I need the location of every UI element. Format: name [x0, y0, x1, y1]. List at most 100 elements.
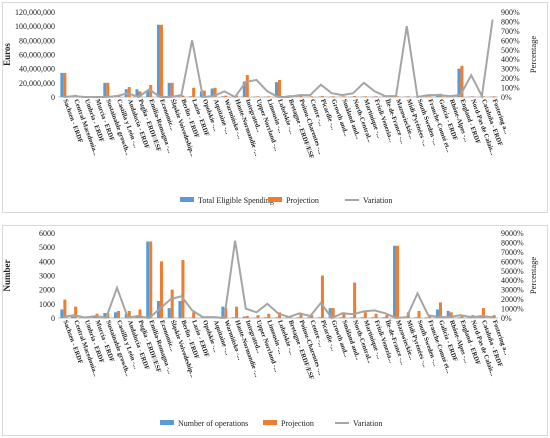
panel-border: [2, 225, 548, 436]
bar-series-2: [149, 241, 153, 318]
bar-series-1: [264, 317, 268, 318]
bar-series-2: [374, 313, 378, 318]
bar-series-1: [285, 317, 289, 318]
bar-series-2: [224, 95, 228, 97]
bar-series-2: [138, 309, 142, 318]
y2-tick-label: 2000%: [501, 295, 524, 304]
y2-tick-label: 700%: [501, 27, 520, 36]
bar-series-1: [103, 313, 107, 318]
bar-series-2: [63, 72, 67, 97]
y2-tick-label: 3000%: [501, 286, 524, 295]
bar-series-2: [106, 82, 110, 97]
y-tick-label: 60,000,000: [19, 51, 55, 60]
bar-series-2: [363, 96, 367, 97]
y-tick-label: 120,000,000: [15, 8, 55, 17]
bar-series-1: [178, 301, 182, 318]
y2-tick-label: 4000%: [501, 276, 524, 285]
legend-label: Variation: [353, 419, 382, 428]
bar-series-2: [342, 96, 346, 97]
y2-tick-label: 5000%: [501, 267, 524, 276]
bar-series-2: [245, 315, 249, 318]
bar-series-2: [192, 87, 196, 97]
legend-label: Number of operations: [178, 419, 248, 428]
legend-color-marker: [263, 420, 277, 425]
y-tick-label: 3000: [39, 272, 55, 281]
bar-series-2: [127, 87, 131, 97]
bar-series-2: [159, 261, 163, 318]
bar-series-2: [278, 312, 282, 318]
bar-series-1: [371, 317, 375, 318]
bar-series-1: [135, 89, 139, 97]
bar-series-2: [492, 96, 496, 97]
bar-series-1: [339, 317, 343, 318]
bar-series-2: [385, 315, 389, 318]
bar-series-2: [278, 80, 282, 97]
bar-series-2: [245, 75, 249, 97]
bar-series-2: [342, 312, 346, 318]
y2-tick-label: 6000%: [501, 257, 524, 266]
bar-series-2: [492, 315, 496, 318]
bar-series-1: [457, 68, 461, 97]
bar-series-2: [74, 306, 78, 318]
bar-series-2: [181, 95, 185, 97]
bar-series-2: [396, 245, 400, 318]
bar-series-1: [60, 309, 64, 318]
bar-series-2: [63, 299, 67, 318]
bar-series-1: [382, 317, 386, 318]
y-tick-label: 5000: [39, 243, 55, 252]
bar-series-2: [363, 312, 367, 318]
chart-panel-operations: 0 1000 2000 3000 4000 5000 6000 0% 1000% 2000% 300…: [0, 223, 550, 438]
bar-series-2: [138, 91, 142, 97]
y-tick-label: 20,000,000: [19, 79, 55, 88]
bar-series-2: [170, 82, 174, 97]
bar-series-2: [127, 310, 131, 318]
bar-series-1: [274, 317, 278, 318]
chart-panel-eligible-spending: 0 20,000,000 40,000,000 60,000,000 80,000,00…: [0, 0, 550, 215]
y-axis-title: Number: [2, 259, 12, 291]
bar-series-2: [353, 95, 357, 97]
y2-axis-title: Percentage: [528, 36, 538, 74]
bar-series-2: [310, 96, 314, 97]
bar-series-1: [393, 245, 397, 318]
legend-color-marker: [268, 197, 282, 202]
bar-series-2: [181, 259, 185, 318]
bar-series-1: [71, 316, 75, 318]
bar-series-1: [189, 96, 193, 97]
y-tick-label: 100,000,000: [15, 22, 55, 31]
y-tick-label: 0: [51, 93, 55, 102]
bar-series-2: [428, 315, 432, 318]
bar-series-2: [235, 306, 239, 318]
y2-tick-label: 100%: [501, 84, 520, 93]
bar-series-1: [478, 317, 482, 318]
bar-series-2: [396, 96, 400, 97]
bar-series-1: [328, 308, 332, 318]
bar-series-2: [310, 315, 314, 318]
bar-series-2: [299, 313, 303, 318]
bar-series-2: [320, 95, 324, 97]
y-tick-label: 80,000,000: [19, 36, 55, 45]
bar-series-2: [460, 65, 464, 97]
legend-color-marker: [180, 197, 194, 202]
y-tick-label: 1000: [39, 300, 55, 309]
bar-series-1: [307, 317, 311, 318]
bar-series-1: [210, 88, 214, 97]
bar-series-1: [446, 310, 450, 318]
bar-series-2: [159, 24, 163, 97]
y-tick-label: 2000: [39, 286, 55, 295]
y-tick-label: 6000: [39, 229, 55, 238]
y2-tick-label: 7000%: [501, 248, 524, 257]
bar-series-1: [274, 82, 278, 97]
y2-axis-title: Percentage: [528, 257, 538, 295]
bar-series-1: [242, 316, 246, 318]
bar-series-1: [114, 312, 118, 318]
bar-series-1: [425, 317, 429, 318]
bar-series-1: [221, 306, 225, 318]
bar-series-2: [406, 96, 410, 97]
legend-label: Projection: [281, 419, 314, 428]
bar-series-2: [460, 315, 464, 318]
y2-tick-label: 8000%: [501, 238, 524, 247]
y-tick-label: 40,000,000: [19, 65, 55, 74]
variation-line: [63, 240, 493, 320]
y-tick-label: 4000: [39, 257, 55, 266]
operations-chart-svg: 0 1000 2000 3000 4000 5000 6000 0%1000%2000%300…: [2, 229, 538, 428]
